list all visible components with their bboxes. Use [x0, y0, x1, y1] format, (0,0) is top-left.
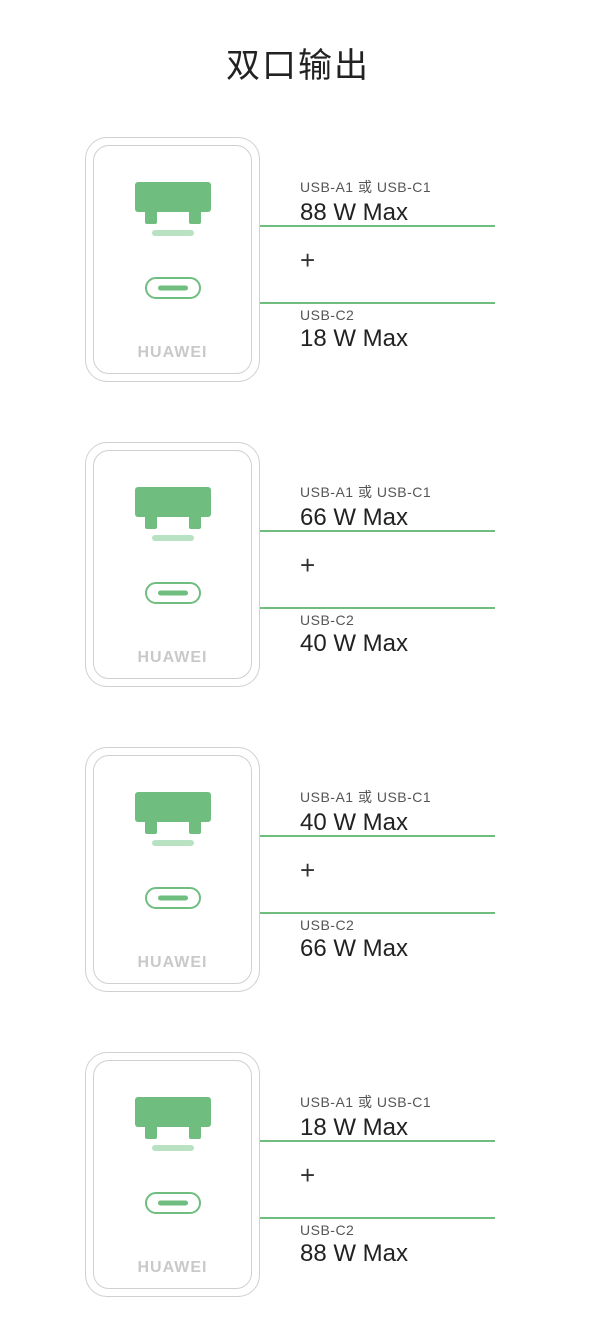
port-label-top: USB-A1 或 USB-C1 [300, 787, 530, 807]
watt-value-bottom: 66 W Max [300, 935, 530, 963]
plus-symbol: + [300, 542, 530, 587]
brand-label: HUAWEI [85, 344, 260, 362]
connector-line-bottom [260, 1217, 495, 1219]
usb-a-port-icon [135, 182, 211, 222]
watt-value-top: 66 W Max [300, 504, 530, 532]
connector-line-bottom [260, 302, 495, 304]
watt-value-bottom: 18 W Max [300, 325, 530, 353]
connector-line-bottom [260, 607, 495, 609]
usb-a-port-icon [135, 1097, 211, 1137]
watt-value-top: 18 W Max [300, 1114, 530, 1142]
label-group-top: USB-A1 或 USB-C166 W Max [300, 482, 530, 532]
watt-value-bottom: 88 W Max [300, 1240, 530, 1268]
charger-outline-inner [93, 145, 252, 374]
port-label-bottom: USB-C2 [300, 917, 530, 933]
port-label-bottom: USB-C2 [300, 1222, 530, 1238]
label-group-top: USB-A1 或 USB-C118 W Max [300, 1092, 530, 1142]
charger-block-3: HUAWEI USB-A1 或 USB-C140 W Max + USB-C2 66 W… [0, 717, 596, 1002]
watt-value-top: 40 W Max [300, 809, 530, 837]
plus-symbol: + [300, 237, 530, 282]
charger-outline-inner [93, 450, 252, 679]
connector-line-bottom [260, 912, 495, 914]
blocks-container: HUAWEIUSB-A1 或 USB-C188 W Max+USB-C218 W… [0, 107, 596, 1307]
port-label-bottom: USB-C2 [300, 307, 530, 323]
charger-block-1: HUAWEI USB-A1 或 USB-C188 W Max + USB-C2 18 W… [0, 107, 596, 392]
port-label-top: USB-A1 或 USB-C1 [300, 1092, 530, 1112]
usb-c-port-icon [145, 1192, 201, 1214]
charger-diagram: HUAWEI [85, 442, 260, 687]
port-label-bottom: USB-C2 [300, 612, 530, 628]
plus-symbol: + [300, 1152, 530, 1197]
usb-c-port-icon [145, 887, 201, 909]
charger-block-2: HUAWEI USB-A1 或 USB-C166 W Max + USB-C2 40 W… [0, 412, 596, 697]
port-label-top: USB-A1 或 USB-C1 [300, 482, 530, 502]
usb-c-port-icon [145, 277, 201, 299]
charger-outline-inner [93, 755, 252, 984]
label-group-bottom: USB-C2 18 W Max [300, 307, 530, 353]
plus-symbol: + [300, 847, 530, 892]
brand-label: HUAWEI [85, 1259, 260, 1277]
page-title: 双口输出 [0, 0, 596, 107]
charger-block-4: HUAWEI USB-A1 或 USB-C118 W Max + USB-C2 88 W… [0, 1022, 596, 1307]
charger-outline-inner [93, 1060, 252, 1289]
label-group-top: USB-A1 或 USB-C188 W Max [300, 177, 530, 227]
label-group-bottom: USB-C2 40 W Max [300, 612, 530, 658]
watt-value-bottom: 40 W Max [300, 630, 530, 658]
label-group-top: USB-A1 或 USB-C140 W Max [300, 787, 530, 837]
charger-diagram: HUAWEI [85, 747, 260, 992]
brand-label: HUAWEI [85, 649, 260, 667]
charger-diagram: HUAWEI [85, 137, 260, 382]
usb-c-port-icon [145, 582, 201, 604]
port-label-top: USB-A1 或 USB-C1 [300, 177, 530, 197]
brand-label: HUAWEI [85, 954, 260, 972]
label-group-bottom: USB-C2 66 W Max [300, 917, 530, 963]
charger-diagram: HUAWEI [85, 1052, 260, 1297]
usb-a-port-icon [135, 487, 211, 527]
label-group-bottom: USB-C2 88 W Max [300, 1222, 530, 1268]
usb-a-port-icon [135, 792, 211, 832]
watt-value-top: 88 W Max [300, 199, 530, 227]
